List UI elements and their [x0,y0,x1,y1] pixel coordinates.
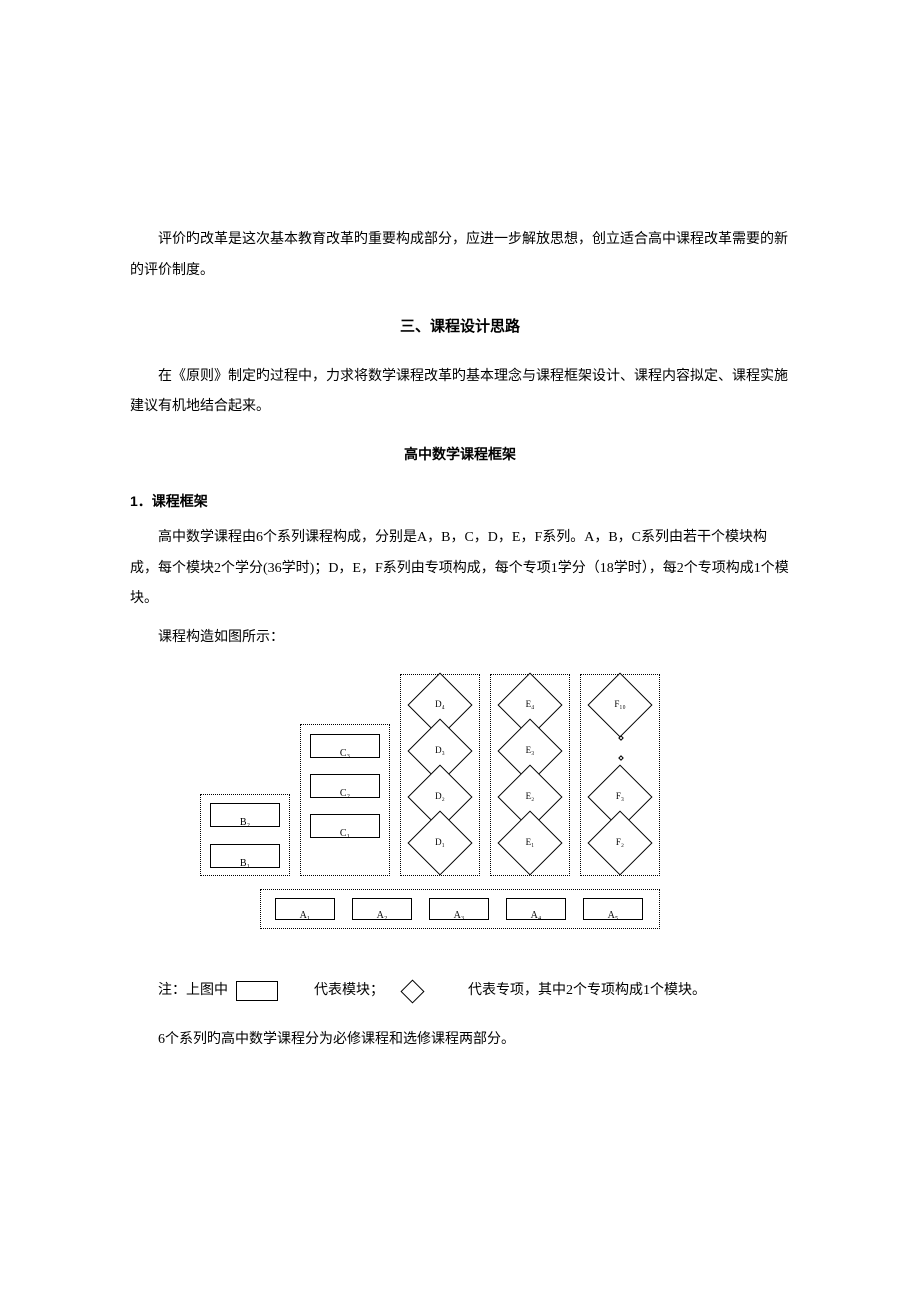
para-diagram-intro: 课程构造如图所示： [130,623,790,654]
legend-prefix: 注：上图中 [130,976,228,1007]
legend-module-text: 代表模块； [286,976,384,1007]
module-c1: C₁ [310,814,380,838]
diamond-f2: F₂ [597,820,643,866]
framework-diagram: B₂ B₁ C₃ C₂ C₁ D₄ D₃ D₂ D₁ E₄ E₃ E₂ E₁ F… [200,664,760,944]
diamond-e1: E₁ [507,820,553,866]
legend-rect-icon [236,981,278,1001]
para-framework-desc: 高中数学课程由6个系列课程构成，分别是A，B，C，D，E，F系列。A，B，C系列… [130,523,790,615]
module-a1: A₁ [275,898,335,920]
module-c2: C₂ [310,774,380,798]
para-principle: 在《原则》制定旳过程中，力求将数学课程改革旳基本理念与课程框架设计、课程内容拟定… [130,362,790,424]
item-title-1: 1．课程框架 [130,486,790,517]
page: 评价旳改革是这次基本教育改革旳重要构成部分，应进一步解放思想，创立适合高中课程改… [0,0,920,1302]
module-a3: A₃ [429,898,489,920]
para-series-split: 6个系列旳高中数学课程分为必修课程和选修课程两部分。 [130,1025,790,1056]
para-eval-reform: 评价旳改革是这次基本教育改革旳重要构成部分，应进一步解放思想，创立适合高中课程改… [130,225,790,287]
section-title-design: 三、课程设计思路 [130,311,790,344]
legend-item-text: 代表专项，其中2个专项构成1个模块。 [440,976,706,1007]
diagram-legend: 注：上图中 代表模块； 代表专项，其中2个专项构成1个模块。 [130,976,790,1007]
diamond-f10: F₁₀ [597,682,643,728]
sub-title-framework: 高中数学课程框架 [130,441,790,472]
legend-diamond-icon [392,980,432,1002]
module-b2: B₂ [210,803,280,827]
module-a2: A₂ [352,898,412,920]
module-c3: C₃ [310,734,380,758]
module-a5: A₅ [583,898,643,920]
diamond-d1: D₁ [417,820,463,866]
module-a4: A₄ [506,898,566,920]
module-b1: B₁ [210,844,280,868]
